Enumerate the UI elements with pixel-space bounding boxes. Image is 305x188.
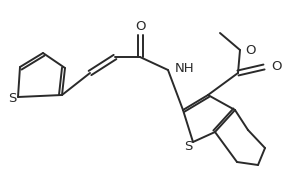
Text: O: O (271, 59, 282, 73)
Text: O: O (245, 45, 256, 58)
Text: S: S (184, 140, 192, 153)
Text: S: S (8, 92, 16, 105)
Text: O: O (135, 20, 145, 33)
Text: NH: NH (175, 61, 195, 74)
